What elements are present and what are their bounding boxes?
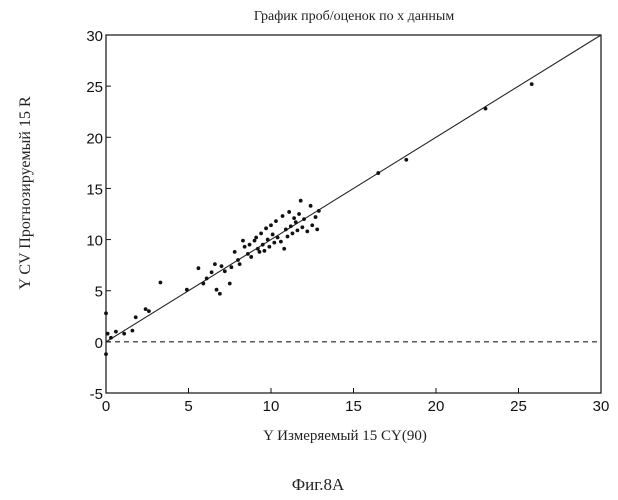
data-point: [317, 209, 321, 213]
data-point: [238, 262, 242, 266]
data-point: [276, 236, 280, 240]
x-tick-label: 20: [428, 398, 445, 415]
data-point: [109, 336, 113, 340]
data-point: [258, 250, 262, 254]
data-point: [210, 270, 214, 274]
x-tick-label: 0: [102, 398, 110, 415]
chart-title: График проб/оценок по х данным: [254, 9, 455, 24]
x-tick-label: 30: [593, 398, 610, 415]
data-point: [131, 329, 135, 333]
y-tick-label: 0: [95, 335, 103, 352]
data-point: [376, 171, 380, 175]
data-point: [294, 220, 298, 224]
data-point: [241, 239, 245, 243]
data-point: [205, 277, 209, 281]
data-point: [230, 265, 234, 269]
y-tick-label: -5: [90, 386, 103, 403]
data-point: [284, 227, 288, 231]
data-point: [218, 292, 222, 296]
y-tick-label: 25: [86, 79, 103, 96]
y-tick-label: 5: [95, 284, 103, 301]
data-point: [201, 282, 205, 286]
data-point: [197, 266, 201, 270]
data-point: [266, 238, 270, 242]
data-point: [215, 288, 219, 292]
data-point: [228, 282, 232, 286]
data-point: [264, 226, 268, 230]
data-point: [236, 258, 240, 262]
data-point: [243, 245, 247, 249]
data-point: [263, 249, 267, 253]
x-tick-label: 5: [184, 398, 192, 415]
data-point: [261, 243, 265, 247]
data-point: [289, 224, 293, 228]
data-point: [286, 235, 290, 239]
data-point: [267, 245, 271, 249]
data-point: [310, 223, 314, 227]
data-point: [279, 240, 283, 244]
data-point: [248, 243, 252, 247]
data-point: [220, 264, 224, 268]
data-point: [299, 199, 303, 203]
y-tick-label: 20: [86, 130, 103, 147]
data-points: [104, 82, 533, 356]
data-point: [185, 288, 189, 292]
reference-lines: [106, 35, 601, 342]
data-point: [309, 204, 313, 208]
data-point: [281, 214, 285, 218]
data-point: [159, 281, 163, 285]
data-point: [300, 225, 304, 229]
data-point: [114, 330, 118, 334]
data-point: [106, 332, 110, 336]
data-point: [147, 309, 151, 313]
data-point: [134, 315, 138, 319]
data-point: [104, 311, 108, 315]
x-tick-label: 10: [263, 398, 280, 415]
plot-frame: [106, 35, 601, 393]
data-point: [287, 210, 291, 214]
x-axis-label: Y Измеряемый 15 CY(90): [263, 428, 427, 444]
data-point: [254, 236, 258, 240]
data-point: [484, 107, 488, 111]
x-tick-label: 15: [345, 398, 362, 415]
data-point: [291, 232, 295, 236]
data-point: [274, 219, 278, 223]
data-point: [233, 250, 237, 254]
data-point: [315, 227, 319, 231]
data-point: [530, 82, 534, 86]
data-point: [213, 262, 217, 266]
data-point: [144, 307, 148, 311]
data-point: [246, 252, 250, 256]
data-point: [259, 232, 263, 236]
data-point: [223, 269, 227, 273]
data-point: [296, 228, 300, 232]
data-point: [249, 255, 253, 259]
data-point: [269, 223, 273, 227]
identity-line: [106, 35, 601, 342]
data-point: [302, 217, 306, 221]
data-point: [104, 352, 108, 356]
y-tick-label: 10: [86, 233, 103, 250]
y-axis-label: Y CV Прогнозируемый 15 R: [17, 96, 34, 290]
y-tick-label: 15: [86, 181, 103, 198]
data-point: [282, 247, 286, 251]
data-point: [305, 229, 309, 233]
data-point: [314, 215, 318, 219]
x-tick-label: 25: [510, 398, 527, 415]
data-point: [271, 233, 275, 237]
data-point: [404, 158, 408, 162]
data-point: [292, 216, 296, 220]
data-point: [122, 332, 126, 336]
figure-caption: Фиг.8А: [292, 475, 345, 494]
data-point: [297, 212, 301, 216]
y-tick-label: 30: [86, 28, 103, 45]
y-axis-ticks: -5 0 5 10 15 20 25 30: [86, 28, 111, 403]
x-axis-ticks: 0 5 10 15 20 25 30: [102, 388, 610, 415]
data-point: [272, 241, 276, 245]
